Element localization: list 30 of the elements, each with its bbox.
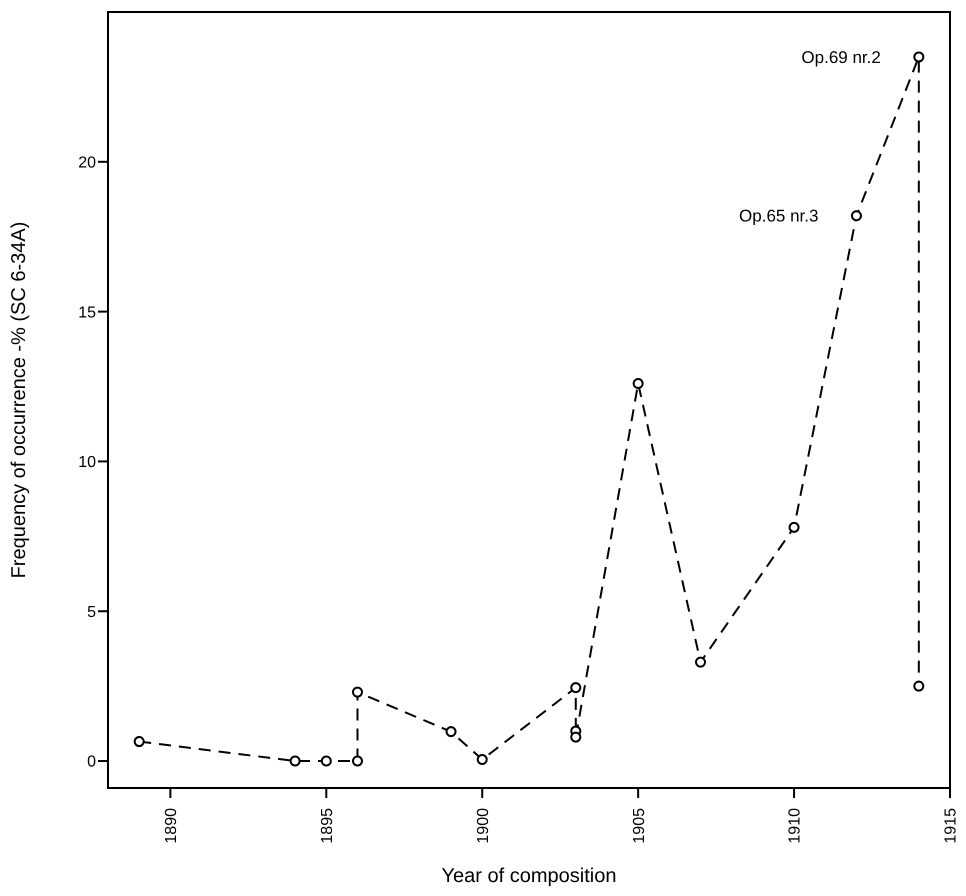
x-tick-label: 1910 [786, 808, 804, 844]
point [913, 680, 924, 692]
point [446, 726, 457, 738]
point [913, 51, 924, 62]
y-axis-title: Frequency of occurrence -% (SC 6-34A) [8, 222, 30, 578]
point [850, 210, 862, 222]
y-tick-label: 5 [87, 604, 96, 621]
point [695, 656, 706, 668]
point [570, 732, 582, 743]
point [632, 378, 644, 390]
y-tick-label: 10 [78, 454, 96, 472]
x-tick-label: 1915 [942, 808, 960, 844]
point [352, 686, 363, 698]
y-tick-label: 15 [78, 304, 96, 322]
point [352, 756, 363, 767]
y-tick-label: 20 [78, 154, 96, 172]
x-tick-label: 1900 [474, 808, 492, 844]
point [320, 756, 332, 767]
point [788, 522, 800, 533]
x-tick-label: 1890 [162, 808, 180, 844]
y-tick-label: 0 [87, 754, 96, 771]
x-axis-title: Year of composition [442, 865, 616, 887]
point [290, 756, 301, 767]
x-tick-label: 1895 [318, 808, 336, 844]
annotation: Op.65 nr.3 [739, 206, 818, 226]
x-tick-label: 1905 [630, 808, 648, 844]
annotation: Op.69 nr.2 [801, 48, 881, 67]
point [476, 754, 488, 766]
point [134, 736, 145, 748]
point [570, 682, 582, 694]
